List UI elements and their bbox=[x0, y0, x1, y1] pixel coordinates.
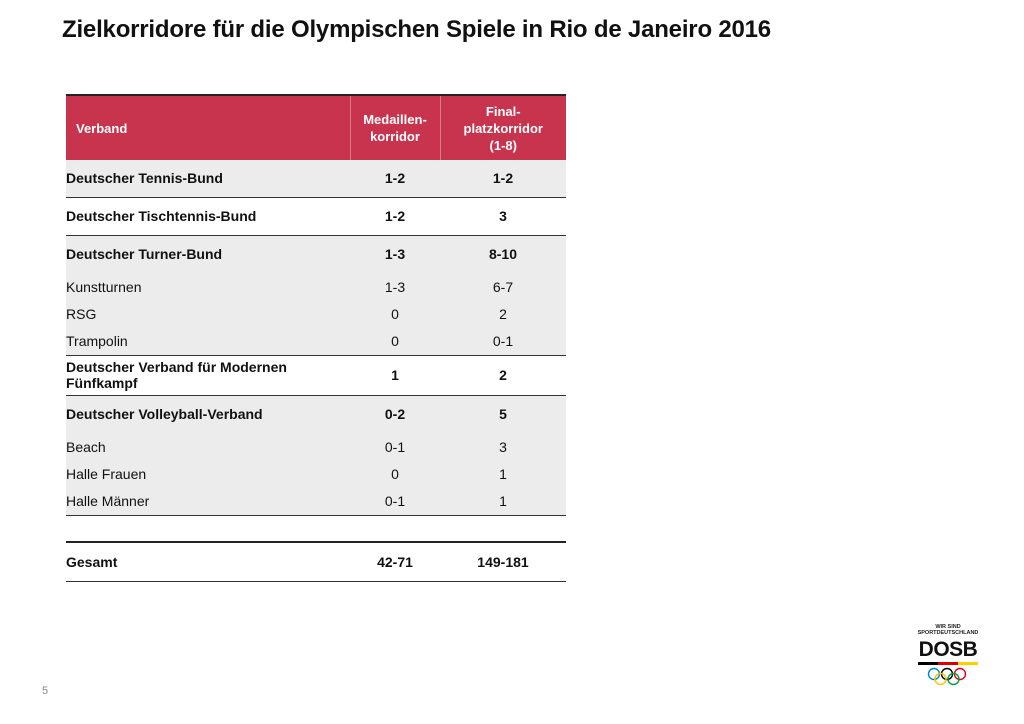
page-number: 5 bbox=[42, 685, 49, 697]
table-header-row: Verband Medaillen- korridor Final- platz… bbox=[66, 94, 566, 160]
row-final: 3 bbox=[440, 197, 566, 236]
logo-tagline: WIR SIND SPORTDEUTSCHLAND bbox=[917, 624, 979, 636]
table-row: Deutscher Verband für Modernen Fünfkampf… bbox=[66, 355, 566, 396]
table-row: Trampolin 0 0-1 bbox=[66, 327, 566, 356]
row-medaillen: 0 bbox=[350, 460, 440, 487]
dosb-logo: WIR SIND SPORTDEUTSCHLAND DOSB bbox=[914, 624, 982, 700]
row-verband: Deutscher Tischtennis-Bund bbox=[66, 197, 350, 236]
column-header-medaillen: Medaillen- korridor bbox=[349, 94, 440, 160]
column-header-verband: Verband bbox=[66, 94, 350, 160]
row-verband: Kunstturnen bbox=[66, 273, 350, 300]
row-verband: Trampolin bbox=[66, 327, 350, 356]
row-verband: Beach bbox=[66, 433, 350, 460]
row-final: 2 bbox=[440, 355, 566, 396]
table-total-row: Gesamt 42-71 149-181 bbox=[66, 541, 566, 582]
row-verband: Halle Frauen bbox=[66, 460, 350, 487]
row-final: 5 bbox=[440, 395, 566, 433]
table-row: RSG 0 2 bbox=[66, 300, 566, 327]
table-row: Halle Männer 0-1 1 bbox=[66, 487, 566, 516]
row-final: 2 bbox=[440, 300, 566, 327]
row-medaillen: 1-3 bbox=[350, 273, 440, 300]
olympic-rings-icon bbox=[927, 667, 967, 686]
row-medaillen: 1-2 bbox=[350, 197, 440, 236]
row-medaillen: 1-3 bbox=[350, 235, 440, 273]
table-spacer-row bbox=[66, 515, 566, 542]
row-final: 8-10 bbox=[440, 235, 566, 273]
row-verband: RSG bbox=[66, 300, 350, 327]
row-medaillen: 0 bbox=[350, 300, 440, 327]
row-medaillen: 0 bbox=[350, 327, 440, 356]
page-title: Zielkorridore für die Olympischen Spiele… bbox=[62, 16, 771, 43]
column-header-final-line3: (1-8) bbox=[489, 137, 517, 153]
row-final: 1 bbox=[440, 460, 566, 487]
total-final: 149-181 bbox=[440, 541, 566, 582]
table-row: Deutscher Tennis-Bund 1-2 1-2 bbox=[66, 160, 566, 198]
row-final: 6-7 bbox=[440, 273, 566, 300]
column-header-final-line2: platzkorridor bbox=[463, 120, 543, 136]
logo-wordmark: DOSB bbox=[918, 638, 978, 661]
row-medaillen: 1-2 bbox=[350, 160, 440, 198]
table-row: Kunstturnen 1-3 6-7 bbox=[66, 273, 566, 300]
corridor-table: Verband Medaillen- korridor Final- platz… bbox=[66, 94, 566, 582]
row-verband: Deutscher Verband für Modernen Fünfkampf bbox=[66, 355, 350, 396]
column-header-medaillen-line1: Medaillen- bbox=[363, 112, 427, 127]
row-final: 0-1 bbox=[440, 327, 566, 356]
total-label: Gesamt bbox=[66, 541, 350, 582]
target-corridor-table: Verband Medaillen- korridor Final- platz… bbox=[66, 94, 566, 582]
row-verband-line2: Fünfkampf bbox=[66, 375, 138, 391]
table-row: Beach 0-1 3 bbox=[66, 433, 566, 460]
table-row: Halle Frauen 0 1 bbox=[66, 460, 566, 487]
table-row: Deutscher Tischtennis-Bund 1-2 3 bbox=[66, 197, 566, 236]
row-verband: Deutscher Turner-Bund bbox=[66, 235, 350, 273]
column-header-medaillen-line2: korridor bbox=[370, 129, 420, 144]
total-medaillen: 42-71 bbox=[350, 541, 440, 582]
row-medaillen: 0-1 bbox=[350, 433, 440, 460]
row-verband: Deutscher Volleyball-Verband bbox=[66, 395, 350, 433]
table-row: Deutscher Volleyball-Verband 0-2 5 bbox=[66, 395, 566, 433]
logo-flag-stripes bbox=[918, 662, 978, 665]
column-header-finalplatz: Final- platzkorridor (1-8) bbox=[439, 94, 566, 160]
row-final: 1 bbox=[440, 487, 566, 516]
row-medaillen: 0-2 bbox=[350, 395, 440, 433]
table-row: Deutscher Turner-Bund 1-3 8-10 bbox=[66, 235, 566, 273]
column-header-final-line1: Final- bbox=[485, 103, 521, 119]
row-medaillen: 0-1 bbox=[350, 487, 440, 516]
row-verband-line1: Deutscher Verband für Modernen bbox=[66, 359, 287, 375]
row-medaillen: 1 bbox=[350, 355, 440, 396]
row-final: 3 bbox=[440, 433, 566, 460]
row-final: 1-2 bbox=[440, 160, 566, 198]
row-verband: Deutscher Tennis-Bund bbox=[66, 160, 350, 198]
row-verband: Halle Männer bbox=[66, 487, 350, 516]
